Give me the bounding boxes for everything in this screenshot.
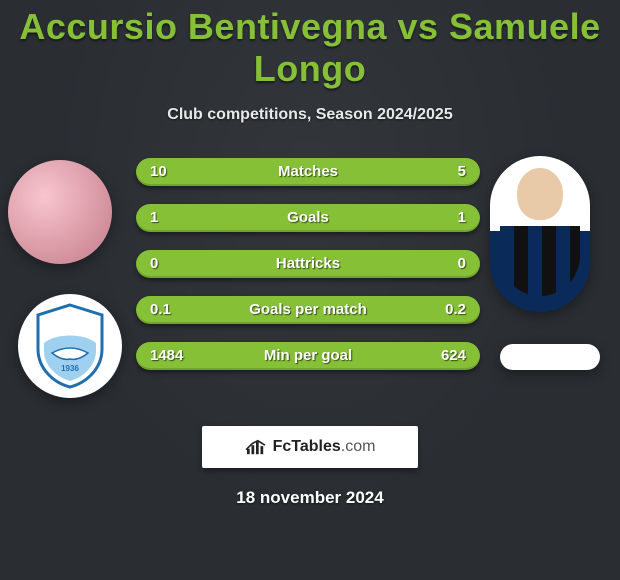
stat-bar: 1Goals1 — [136, 204, 480, 232]
stat-right-value: 1 — [458, 204, 466, 232]
stat-right-value: 624 — [441, 342, 466, 370]
stat-label: Goals per match — [136, 296, 480, 324]
stat-bar: 1484Min per goal624 — [136, 342, 480, 370]
branding-domain: .com — [341, 438, 376, 456]
stat-label: Goals — [136, 204, 480, 232]
player-right-avatar — [490, 156, 590, 312]
date-text: 18 november 2024 — [0, 488, 620, 508]
svg-text:1936: 1936 — [61, 364, 79, 373]
player-left-avatar — [8, 160, 112, 264]
shield-icon: 1936 — [34, 303, 106, 389]
page-title: Accursio Bentivegna vs Samuele Longo — [0, 0, 620, 90]
team-left-badge: 1936 — [18, 294, 122, 398]
comparison-stage: 1936 10Matches51Goals10Hattricks00.1Goal… — [0, 156, 620, 416]
stat-label: Matches — [136, 158, 480, 186]
branding-name: FcTables — [273, 438, 341, 456]
stat-bar: 10Matches5 — [136, 158, 480, 186]
stat-label: Min per goal — [136, 342, 480, 370]
branding-badge[interactable]: FcTables.com — [202, 426, 418, 468]
stat-bar: 0Hattricks0 — [136, 250, 480, 278]
stat-right-value: 0 — [458, 250, 466, 278]
team-right-badge — [500, 344, 600, 370]
stat-label: Hattricks — [136, 250, 480, 278]
subtitle: Club competitions, Season 2024/2025 — [0, 106, 620, 124]
stat-bars: 10Matches51Goals10Hattricks00.1Goals per… — [136, 158, 480, 388]
stat-bar: 0.1Goals per match0.2 — [136, 296, 480, 324]
stat-right-value: 0.2 — [445, 296, 466, 324]
stat-right-value: 5 — [458, 158, 466, 186]
chart-icon — [245, 438, 267, 456]
